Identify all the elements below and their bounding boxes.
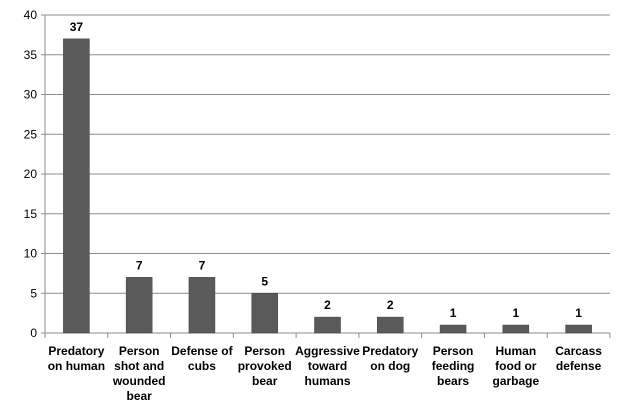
y-tick-label: 25 xyxy=(24,127,38,141)
category-label: Defense of cubs xyxy=(171,344,233,373)
category-label-line: Person xyxy=(433,344,474,358)
category-label-line: Person xyxy=(119,344,160,358)
bar xyxy=(188,277,216,334)
y-tick-label: 15 xyxy=(24,207,38,221)
y-axis-tick-labels: 0 5 10 15 20 25 30 35 40 xyxy=(24,8,38,340)
bar xyxy=(63,38,90,334)
category-label: Aggressive toward humans xyxy=(295,344,360,388)
gridlines xyxy=(45,14,610,294)
category-label-line: bear xyxy=(126,389,152,403)
category-label-line: shot and xyxy=(114,359,164,373)
bar xyxy=(565,324,592,334)
data-label: 1 xyxy=(512,306,519,320)
data-label: 5 xyxy=(261,274,268,288)
category-label-line: Carcass xyxy=(555,344,602,358)
data-label: 1 xyxy=(450,306,457,320)
y-tick-label: 5 xyxy=(30,286,37,300)
category-label-line: cubs xyxy=(188,359,216,373)
category-label-line: toward xyxy=(308,359,347,373)
data-label: 2 xyxy=(387,298,394,312)
category-label: Person shot and wounded bear xyxy=(112,344,166,403)
y-tick-label: 30 xyxy=(24,88,38,102)
category-label-line: on human xyxy=(48,359,105,373)
category-label-line: Human xyxy=(495,344,536,358)
data-label: 2 xyxy=(324,298,331,312)
category-label: Human food or garbage xyxy=(492,344,539,388)
category-label-line: Predatory xyxy=(362,344,418,358)
category-label-line: wounded xyxy=(112,374,166,388)
category-label: Person provoked bear xyxy=(238,344,292,388)
category-label-line: Predatory xyxy=(48,344,104,358)
data-labels: 37 7 7 5 2 2 1 1 1 xyxy=(70,20,583,320)
category-label: Person feeding bears xyxy=(432,344,475,388)
bar xyxy=(251,293,278,334)
category-label-line: bears xyxy=(437,374,469,388)
category-label: Predatory on dog xyxy=(362,344,418,373)
y-tick-label: 0 xyxy=(30,326,37,340)
bar xyxy=(439,324,467,334)
category-label-line: food or xyxy=(495,359,537,373)
category-label-line: Defense of xyxy=(171,344,233,358)
category-label-line: provoked xyxy=(238,359,292,373)
data-label: 7 xyxy=(136,258,143,272)
category-label: Carcass defense xyxy=(555,344,602,373)
category-label-line: defense xyxy=(556,359,602,373)
bars xyxy=(63,38,592,334)
category-label-line: feeding xyxy=(432,359,475,373)
data-label: 37 xyxy=(70,20,84,34)
category-label-line: on dog xyxy=(370,359,410,373)
category-label-line: Aggressive xyxy=(295,344,360,358)
y-tick-label: 20 xyxy=(24,167,38,181)
data-label: 7 xyxy=(199,258,206,272)
category-label-line: humans xyxy=(304,374,350,388)
y-tick-label: 10 xyxy=(24,247,38,261)
category-label-line: garbage xyxy=(492,374,539,388)
bar xyxy=(125,277,153,334)
category-label: Predatory on human xyxy=(48,344,105,373)
y-tick-label: 40 xyxy=(24,8,38,22)
category-label-line: Person xyxy=(244,344,285,358)
bar xyxy=(377,316,404,334)
data-label: 1 xyxy=(575,306,582,320)
bar xyxy=(502,324,530,334)
y-tick-label: 35 xyxy=(24,48,38,62)
bar xyxy=(314,316,341,334)
category-label-line: bear xyxy=(252,374,278,388)
